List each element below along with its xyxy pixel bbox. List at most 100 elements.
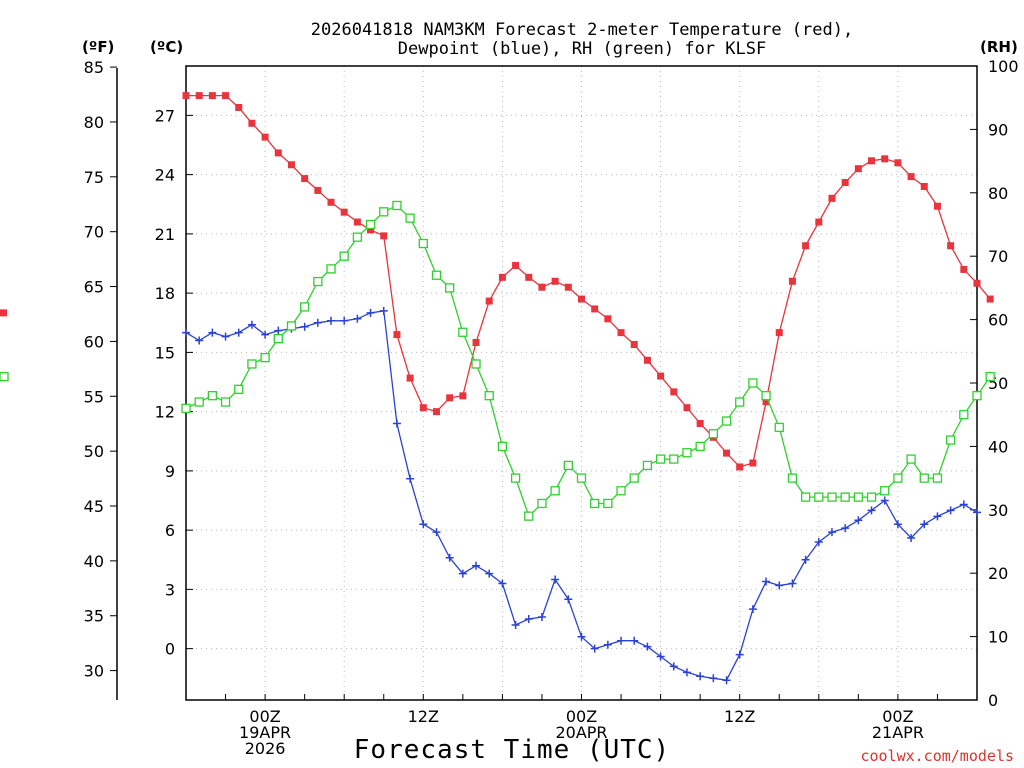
rh-point bbox=[853, 492, 863, 502]
dewpoint-point bbox=[946, 506, 955, 515]
rh-point bbox=[537, 498, 547, 509]
fahrenheit-tick-label: 40 bbox=[84, 552, 104, 571]
dewpoint-point bbox=[485, 569, 494, 578]
dewpoint-point bbox=[313, 318, 322, 327]
rh-point bbox=[0, 372, 9, 382]
dewpoint-point bbox=[801, 555, 810, 564]
fahrenheit-tick-label: 55 bbox=[84, 387, 104, 406]
temperature-point bbox=[683, 404, 691, 412]
temperature-point bbox=[749, 459, 757, 467]
celsius-tick-label: 21 bbox=[155, 225, 175, 244]
dewpoint-point bbox=[814, 537, 823, 546]
dewpoint-point bbox=[973, 508, 981, 517]
temperature-point bbox=[564, 283, 572, 291]
dewpoint-point bbox=[643, 642, 652, 651]
temperature-point bbox=[617, 329, 625, 337]
dewpoint-point bbox=[234, 328, 243, 337]
dewpoint-point bbox=[854, 516, 863, 525]
dewpoint-point bbox=[669, 662, 678, 671]
source-credit: coolwx.com/models bbox=[860, 747, 1014, 765]
temperature-point bbox=[195, 92, 203, 100]
temperature-point bbox=[551, 277, 559, 285]
chart-title-line-1: 2026041818 NAM3KM Forecast 2-meter Tempe… bbox=[311, 20, 853, 40]
dewpoint-point bbox=[182, 328, 190, 337]
rh-point bbox=[220, 397, 231, 407]
temperature-point bbox=[446, 394, 454, 402]
temperature-point bbox=[485, 297, 493, 305]
rh-point bbox=[431, 270, 442, 280]
rh-point bbox=[299, 302, 310, 312]
rh-point bbox=[590, 498, 600, 509]
rh-tick-label: 30 bbox=[988, 501, 1008, 520]
temperature-point bbox=[788, 277, 796, 285]
dewpoint-point bbox=[564, 595, 573, 604]
temperature-point bbox=[920, 182, 928, 190]
series-2-meter-temperature bbox=[0, 92, 994, 471]
dewpoint-point bbox=[748, 605, 757, 614]
rh-point bbox=[563, 460, 573, 471]
fahrenheit-tick-label: 60 bbox=[84, 332, 104, 351]
temperature-point bbox=[775, 329, 783, 337]
rh-point bbox=[642, 460, 653, 471]
temperature-point bbox=[986, 295, 994, 303]
celsius-tick-label: 6 bbox=[165, 521, 175, 540]
dewpoint-point bbox=[656, 652, 665, 661]
rh-point bbox=[748, 378, 758, 388]
celsius-tick-label: 12 bbox=[155, 403, 175, 422]
grid-layer bbox=[186, 66, 978, 700]
dewpoint-point bbox=[537, 613, 546, 622]
dewpoint-point bbox=[959, 500, 968, 509]
temperature-point bbox=[696, 419, 704, 427]
rh-point bbox=[471, 359, 481, 369]
rh-point bbox=[524, 511, 534, 521]
time-tick-label: 20APR bbox=[555, 723, 607, 742]
dewpoint-point bbox=[432, 528, 441, 537]
rh-point bbox=[234, 384, 244, 394]
dewpoint-point bbox=[696, 672, 705, 681]
temperature-point bbox=[472, 339, 480, 347]
fahrenheit-tick-label: 70 bbox=[84, 223, 104, 242]
rh-point bbox=[313, 276, 323, 287]
rh-point bbox=[286, 321, 297, 331]
temperature-point bbox=[248, 119, 256, 127]
temperature-point bbox=[841, 179, 849, 187]
temperature-point bbox=[723, 449, 731, 457]
rh-point bbox=[985, 372, 995, 382]
temperature-point bbox=[591, 305, 599, 313]
temperature-point bbox=[367, 226, 375, 234]
rh-point bbox=[339, 251, 349, 261]
rh-point bbox=[352, 232, 363, 242]
rh-tick-label: 100 bbox=[988, 57, 1019, 76]
dewpoint-point bbox=[920, 520, 929, 529]
rh-point bbox=[695, 441, 705, 452]
rh-point bbox=[972, 391, 982, 401]
dewpoint-point bbox=[762, 577, 771, 586]
dewpoint-point bbox=[379, 306, 388, 315]
temperature-point bbox=[630, 340, 638, 348]
temperature-point bbox=[327, 198, 335, 206]
time-tick-label: 00Z bbox=[566, 707, 597, 726]
celsius-tick-label: 3 bbox=[165, 580, 175, 599]
rh-point bbox=[721, 416, 732, 426]
rh-point bbox=[379, 207, 389, 217]
rh-point bbox=[550, 486, 560, 496]
dewpoint-point bbox=[458, 569, 467, 578]
rh-tick-label: 80 bbox=[988, 184, 1008, 203]
temperature-point bbox=[828, 194, 836, 202]
rh-point bbox=[458, 327, 468, 337]
rh-point bbox=[260, 352, 270, 363]
rh-tick-label: 20 bbox=[988, 564, 1008, 583]
temperature-point bbox=[208, 92, 216, 100]
dewpoint-point bbox=[682, 668, 691, 677]
dewpoint-point bbox=[827, 528, 836, 537]
temperature-point bbox=[314, 186, 322, 194]
temperature-point bbox=[868, 157, 876, 165]
dewpoint-point bbox=[551, 575, 560, 584]
temperature-point bbox=[604, 315, 612, 323]
celsius-unit-label: (ºC) bbox=[150, 38, 183, 56]
temperature-point bbox=[340, 208, 348, 216]
dewpoint-point bbox=[933, 512, 942, 521]
rh-point bbox=[840, 492, 850, 502]
fahrenheit-tick-label: 75 bbox=[84, 168, 104, 187]
